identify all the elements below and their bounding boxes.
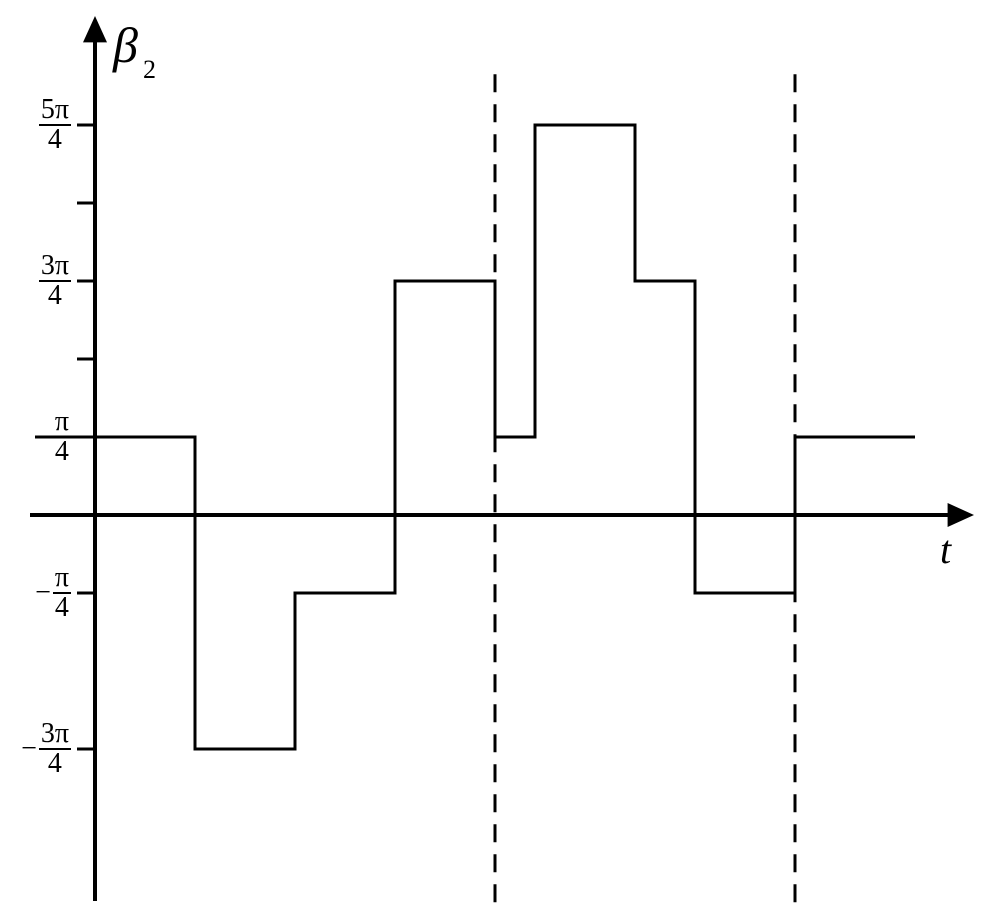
- y-tick-label: −π4: [0, 564, 71, 622]
- y-tick-label: −3π4: [0, 720, 71, 778]
- y-tick-label: π4: [0, 408, 71, 466]
- svg-text:β: β: [112, 17, 138, 73]
- step-chart: β2 t: [0, 0, 1000, 911]
- chart-container: β2 t 5π4 3π4 π4 −π4 −3π4: [0, 0, 1000, 911]
- y-tick-label: 5π4: [0, 96, 71, 154]
- y-tick-label: 3π4: [0, 252, 71, 310]
- svg-text:2: 2: [143, 55, 156, 84]
- svg-text:t: t: [940, 527, 952, 572]
